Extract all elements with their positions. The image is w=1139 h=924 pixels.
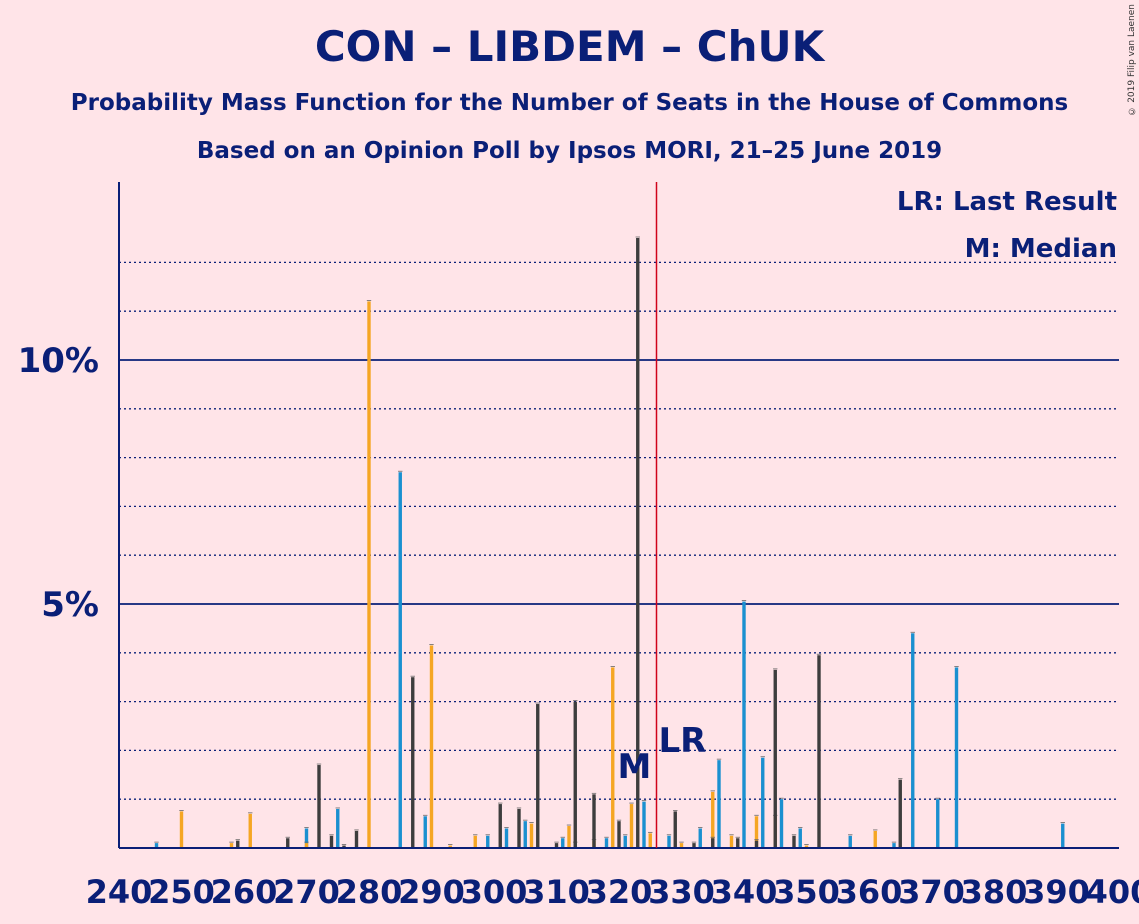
bar-orange: [729, 835, 734, 848]
bar-orange: [679, 843, 684, 848]
x-tick-label: 350: [773, 873, 840, 911]
bar-blue: [336, 808, 340, 848]
x-tick-label: 320: [586, 873, 653, 911]
x-tick-labels: 2402502602702802903003103203303403503603…: [86, 873, 1139, 911]
bar-orange: [804, 845, 809, 848]
bar-blue: [761, 757, 765, 848]
x-tick-label: 370: [898, 873, 965, 911]
bar-blue: [911, 633, 915, 848]
bar-blue: [698, 828, 702, 848]
bar-dark: [573, 701, 577, 848]
bar-orange: [367, 301, 371, 848]
bar-dark: [554, 843, 559, 848]
y-tick-labels: 5% 10%: [18, 341, 99, 625]
bar-orange: [611, 667, 615, 848]
bar-dark: [711, 838, 715, 848]
x-tick-label: 400: [1086, 873, 1139, 911]
bar-orange: [473, 835, 477, 848]
bar-blue: [892, 843, 896, 848]
bar-dark: [342, 845, 346, 848]
bar-dark: [673, 811, 677, 848]
bar-orange: [629, 804, 634, 848]
bar-blue: [779, 799, 784, 848]
chart-title: CON – LIBDEM – ChUK: [314, 22, 825, 71]
x-tick-label: 270: [273, 873, 340, 911]
bar-orange: [648, 833, 652, 848]
x-tick-label: 330: [648, 873, 715, 911]
bar-blue: [936, 799, 940, 848]
bar-dark: [592, 794, 596, 848]
bar-orange: [248, 813, 252, 848]
bar-orange: [711, 791, 715, 848]
bar-dark: [536, 704, 540, 848]
bar-blue: [642, 801, 646, 848]
x-tick-label: 390: [1023, 873, 1090, 911]
bar-dark: [617, 821, 621, 848]
bar-blue: [717, 760, 721, 848]
bar-orange: [429, 645, 434, 848]
bar-orange: [179, 811, 184, 848]
bar-blue: [523, 821, 527, 848]
bar-blue: [604, 838, 609, 848]
bar-dark: [411, 677, 415, 848]
bar-dark: [354, 830, 359, 848]
chart-subtitle: Probability Mass Function for the Number…: [70, 90, 1069, 116]
bar-dark: [898, 779, 902, 848]
chart-source: Based on an Opinion Poll by Ipsos MORI, …: [196, 138, 943, 164]
bar-orange: [229, 843, 234, 848]
bar-dark: [754, 840, 759, 848]
bar-dark: [317, 765, 321, 848]
bar-orange: [873, 830, 877, 848]
bar-blue: [486, 835, 490, 848]
bar-dark: [329, 835, 334, 848]
bar-blue: [623, 835, 627, 848]
bar-orange: [567, 826, 571, 848]
median-marker: M: [618, 747, 652, 787]
x-tick-label: 250: [148, 873, 215, 911]
bar-blue: [667, 835, 671, 848]
bar-dark: [773, 669, 777, 848]
x-tick-label: 280: [336, 873, 403, 911]
bar-dark: [236, 840, 240, 848]
bar-blue: [423, 816, 427, 848]
bar-blue: [304, 828, 309, 848]
x-tick-label: 290: [398, 873, 465, 911]
bars: [154, 236, 1065, 848]
bar-blue: [742, 601, 746, 848]
bar-blue: [504, 828, 509, 848]
legend-last-result: LR: Last Result: [897, 187, 1117, 217]
x-tick-label: 340: [711, 873, 778, 911]
bar-orange: [529, 823, 534, 848]
gridlines: [119, 261, 1119, 800]
bar-blue: [848, 835, 852, 848]
bar-dark: [792, 835, 796, 848]
bar-dark: [636, 238, 640, 848]
bar-orange: [754, 816, 759, 848]
y-tick-label: 10%: [18, 341, 99, 381]
legend-median: M: Median: [965, 234, 1117, 264]
bar-orange: [304, 843, 309, 848]
bar-dark: [286, 838, 290, 848]
bar-blue: [561, 838, 565, 848]
bar-dark: [736, 838, 740, 848]
x-tick-label: 260: [211, 873, 278, 911]
bar-dark: [517, 808, 521, 848]
x-tick-label: 360: [836, 873, 903, 911]
bar-dark: [817, 655, 821, 848]
bar-blue: [154, 843, 159, 848]
x-tick-label: 380: [961, 873, 1028, 911]
bar-blue: [954, 667, 959, 848]
bar-orange: [448, 845, 452, 848]
x-tick-label: 240: [86, 873, 153, 911]
x-tick-label: 310: [523, 873, 590, 911]
y-tick-label: 5%: [41, 585, 99, 625]
bar-dark: [692, 843, 696, 848]
bar-blue: [398, 472, 402, 848]
last-result-marker: LR: [659, 721, 707, 761]
bar-blue: [798, 828, 802, 848]
x-tick-label: 300: [461, 873, 528, 911]
bar-blue: [1061, 823, 1065, 848]
bar-dark: [498, 804, 502, 848]
